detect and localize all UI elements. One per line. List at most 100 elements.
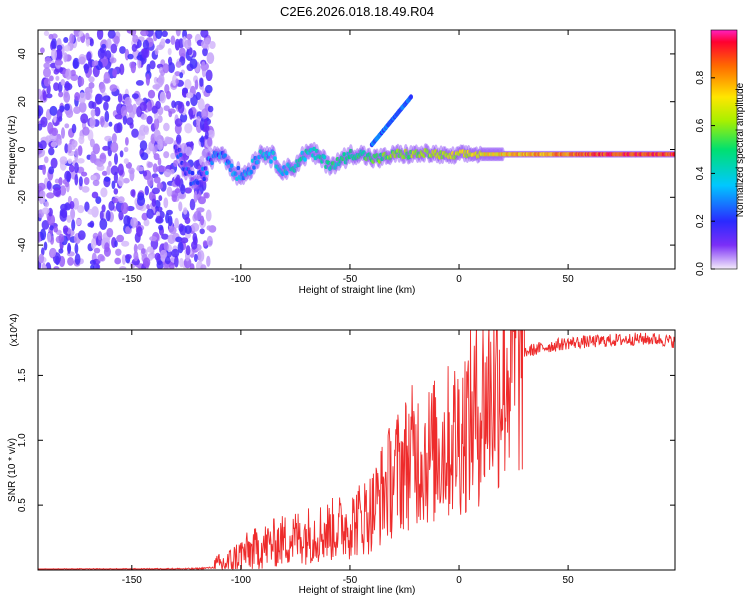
- heat-cell: [43, 77, 51, 87]
- heat-cell: [154, 48, 159, 56]
- heat-cell: [168, 110, 173, 118]
- snr-ticks: -150 -100 -50 0 50 0.5 1.0 1.5: [17, 330, 675, 586]
- heat-cell: [163, 197, 169, 209]
- heat-cell: [189, 108, 194, 120]
- heat-cell: [672, 152, 675, 157]
- heat-cell: [166, 90, 171, 100]
- heat-cell: [179, 72, 184, 79]
- x-tick-label: 50: [563, 274, 575, 285]
- heat-cell: [88, 100, 95, 109]
- heat-cell: [193, 210, 202, 221]
- heat-cell: [78, 92, 86, 104]
- heat-cell: [131, 258, 140, 266]
- heat-cell: [64, 181, 70, 188]
- heat-cell: [47, 232, 51, 243]
- heat-cell: [273, 156, 277, 161]
- heat-cell: [77, 205, 85, 214]
- heat-cell: [269, 159, 273, 164]
- heat-cell: [184, 216, 191, 225]
- heat-cell: [185, 92, 194, 99]
- heat-cell: [70, 145, 76, 150]
- heat-cell: [164, 136, 171, 144]
- heat-cell: [158, 224, 164, 231]
- heat-cell: [119, 46, 126, 54]
- heat-cell: [144, 185, 149, 196]
- heat-cell: [126, 30, 134, 34]
- heat-cell: [44, 57, 52, 64]
- heat-cell: [142, 170, 148, 177]
- heat-cell: [73, 106, 81, 114]
- heat-cell: [41, 207, 50, 215]
- heat-cell: [67, 158, 73, 164]
- heat-cell: [72, 59, 79, 69]
- heat-cell: [113, 35, 120, 45]
- heat-cell: [40, 228, 47, 241]
- heat-cell: [53, 266, 60, 269]
- heat-cell: [207, 105, 214, 113]
- spectrogram-x-label: Height of straight line (km): [299, 285, 416, 296]
- heat-cell: [116, 234, 125, 243]
- heat-cell: [110, 43, 118, 54]
- heat-cell: [122, 114, 127, 125]
- heat-cell: [201, 61, 206, 72]
- heat-cell: [166, 186, 173, 197]
- heat-cell: [108, 121, 113, 127]
- heat-cell: [51, 48, 57, 60]
- heat-cell: [206, 235, 213, 247]
- heat-cell: [151, 105, 158, 114]
- heat-cell: [66, 215, 72, 223]
- heat-cell: [67, 257, 74, 266]
- heat-cell: [194, 253, 198, 263]
- heat-cell: [83, 63, 89, 74]
- heat-cell: [191, 222, 200, 232]
- heat-cell: [89, 116, 96, 129]
- heat-cell: [63, 52, 68, 63]
- heat-cell: [104, 110, 110, 123]
- heat-cell: [167, 48, 172, 56]
- heat-cell: [140, 30, 149, 37]
- heat-cell: [112, 68, 117, 78]
- heat-cell: [51, 37, 57, 50]
- colorbar-gradient: [710, 29, 738, 270]
- heat-cell: [48, 147, 55, 156]
- heat-cell: [152, 163, 158, 174]
- heat-cell: [183, 207, 188, 215]
- heat-cell: [199, 228, 205, 235]
- x-tick-label: -100: [231, 575, 251, 586]
- heat-cell: [180, 184, 186, 195]
- heat-cell: [59, 185, 67, 196]
- heat-cell: [92, 263, 100, 269]
- heat-cell: [112, 197, 119, 204]
- spectrogram-ticks: -150 -100 -50 0 50 -40 -20 0 20 40: [17, 30, 675, 285]
- heat-cell: [108, 160, 112, 167]
- heat-cell: [76, 36, 82, 42]
- y-tick-label: 20: [17, 96, 28, 108]
- heat-cell: [60, 79, 66, 86]
- heat-cell: [102, 145, 110, 151]
- heat-cell: [53, 82, 60, 91]
- heat-cell: [43, 67, 51, 78]
- heat-cell: [117, 93, 123, 103]
- heat-cell: [74, 92, 80, 101]
- heat-cell: [174, 38, 181, 51]
- heat-cell: [177, 241, 184, 254]
- heat-cell: [202, 47, 208, 57]
- heat-cell: [84, 201, 90, 212]
- heat-cell: [205, 84, 213, 94]
- spectrogram-panel: -150 -100 -50 0 50 -40 -20 0 20 40 Height of stra…: [7, 29, 676, 296]
- heat-cell: [106, 165, 111, 176]
- heat-cell: [97, 48, 105, 59]
- y-tick-label: 0: [17, 146, 28, 152]
- heat-cell: [206, 52, 215, 64]
- heat-cell: [43, 241, 48, 251]
- heat-cell: [103, 71, 111, 84]
- snr-y-multiplier: (x10^4): [9, 313, 20, 346]
- heat-cell: [130, 217, 139, 228]
- heat-cell: [119, 150, 124, 158]
- heat-cell: [63, 45, 71, 52]
- heat-cell: [195, 91, 201, 101]
- heat-cell: [99, 210, 104, 221]
- heat-cell: [71, 123, 77, 134]
- heat-cell: [86, 51, 92, 62]
- heat-cell: [303, 157, 307, 162]
